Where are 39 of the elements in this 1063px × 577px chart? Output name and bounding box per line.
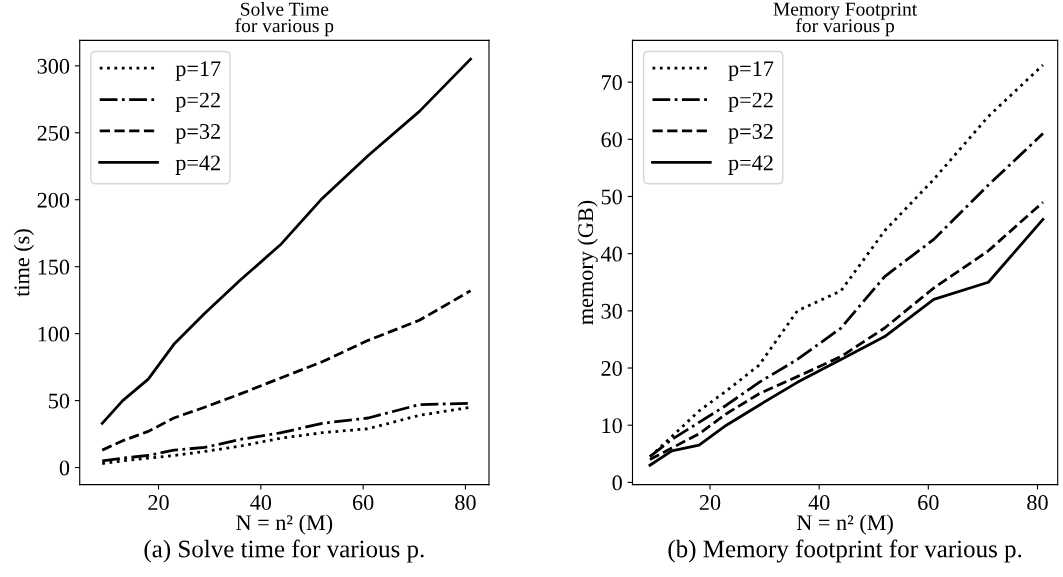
legend-label: p=32	[728, 124, 773, 144]
x-tick-label: 40	[250, 495, 272, 511]
y-tick-label: 250	[37, 125, 70, 141]
legend-label: p=42	[728, 155, 773, 175]
legend-label: p=17	[175, 61, 221, 81]
y-axis-title: memory (GB)	[577, 200, 598, 325]
x-tick-label: 80	[1027, 495, 1048, 511]
text: (a) Solve time for various p.	[144, 539, 424, 563]
x-tick-label: 20	[148, 495, 169, 511]
text: (b) Memory footprint for various p.	[668, 539, 1022, 563]
y-tick-label: 200	[37, 192, 70, 208]
y-tick-label: 0	[59, 460, 70, 476]
y-tick-label: 100	[38, 326, 70, 342]
x-tick-label: 60	[918, 495, 939, 511]
chart-title: Memory Footprint for various p	[773, 2, 918, 37]
y-tick-label: 10	[602, 418, 622, 434]
x-tick-label: 40	[808, 495, 830, 511]
y-tick-label: 60	[601, 132, 622, 148]
y-tick-label: 150	[38, 259, 70, 275]
x-axis-title: N = n² (M)	[236, 514, 333, 535]
y-tick-label: 50	[49, 393, 70, 409]
y-tick-label: 300	[37, 58, 70, 74]
x-axis-title: N = n² (M)	[796, 514, 893, 535]
y-tick-label: 30	[601, 303, 622, 319]
y-tick-label: 40	[600, 246, 622, 262]
y-tick-label: 20	[601, 360, 622, 376]
chart-title: Solve Time for various p	[235, 2, 334, 37]
legend-label: p=32	[175, 124, 220, 144]
x-tick-label: 80	[455, 495, 476, 511]
x-tick-label: 60	[352, 495, 374, 511]
y-tick-label: 0	[612, 475, 622, 491]
y-axis-title: time (s)	[13, 229, 34, 297]
y-tick-label: 70	[602, 75, 622, 91]
legend-label: p=42	[175, 155, 220, 175]
legend-label: p=17	[728, 61, 774, 81]
y-tick-label: 50	[601, 189, 622, 205]
x-tick-label: 20	[699, 495, 721, 511]
legend-label: p=22	[728, 92, 773, 113]
legend-label: p=22	[175, 92, 220, 113]
